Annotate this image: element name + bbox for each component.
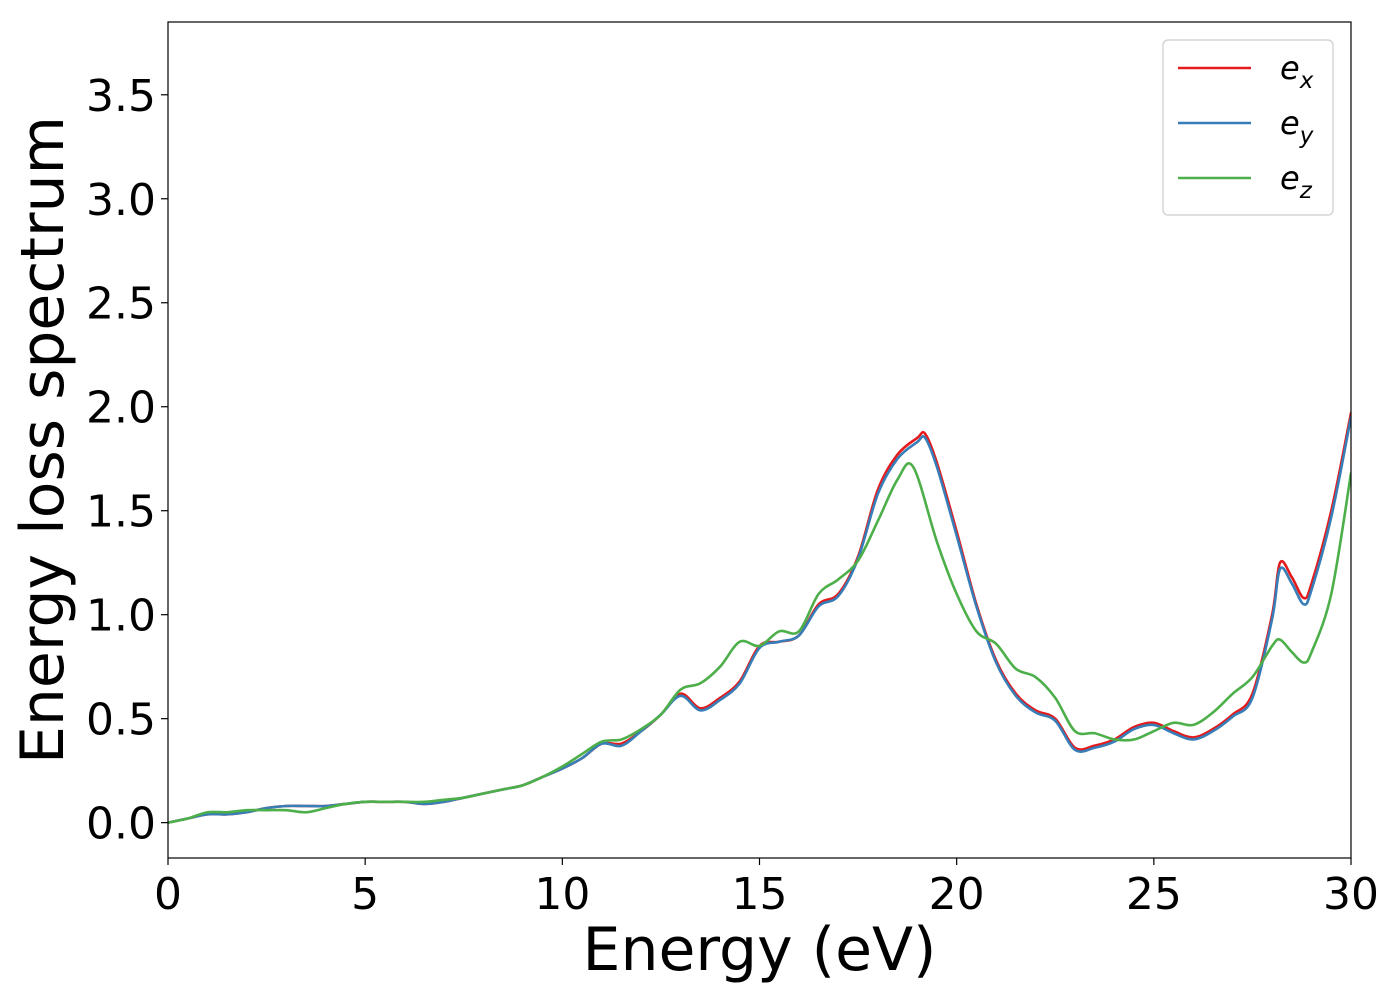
legend-label: ey [1280, 104, 1314, 149]
legend-label: ez [1280, 159, 1313, 204]
x-tick-label: 25 [1126, 869, 1182, 920]
y-tick-label: 0.5 [86, 695, 156, 746]
y-tick-label: 3.5 [86, 71, 156, 122]
legend-label: ex [1280, 49, 1314, 94]
series-line-e-y [168, 415, 1351, 824]
y-tick-label: 2.5 [86, 279, 156, 330]
x-tick-label: 10 [534, 869, 590, 920]
y-tick-label: 1.0 [86, 591, 156, 642]
y-tick-label: 3.0 [86, 175, 156, 226]
legend: ex ey ez [1162, 39, 1334, 216]
y-axis: 0.0 0.5 1.0 1.5 2.0 2.5 3.0 3.5 [86, 71, 168, 850]
y-axis-title: Energy loss spectrum [8, 116, 78, 764]
series-line-e-z [168, 462, 1351, 824]
series-line-e-x [168, 411, 1351, 824]
x-tick-label: 30 [1323, 869, 1379, 920]
y-tick-label: 1.5 [86, 487, 156, 538]
x-tick-label: 5 [351, 869, 379, 920]
legend-box [1162, 39, 1334, 216]
series-layer [168, 411, 1351, 824]
y-tick-label: 0.0 [86, 799, 156, 850]
x-axis-title: Energy (eV) [583, 915, 937, 985]
x-tick-label: 20 [929, 869, 985, 920]
x-tick-label: 0 [154, 869, 182, 920]
y-tick-label: 2.0 [86, 383, 156, 434]
x-axis: 0 5 10 15 20 25 30 [154, 858, 1379, 920]
x-tick-label: 15 [732, 869, 788, 920]
